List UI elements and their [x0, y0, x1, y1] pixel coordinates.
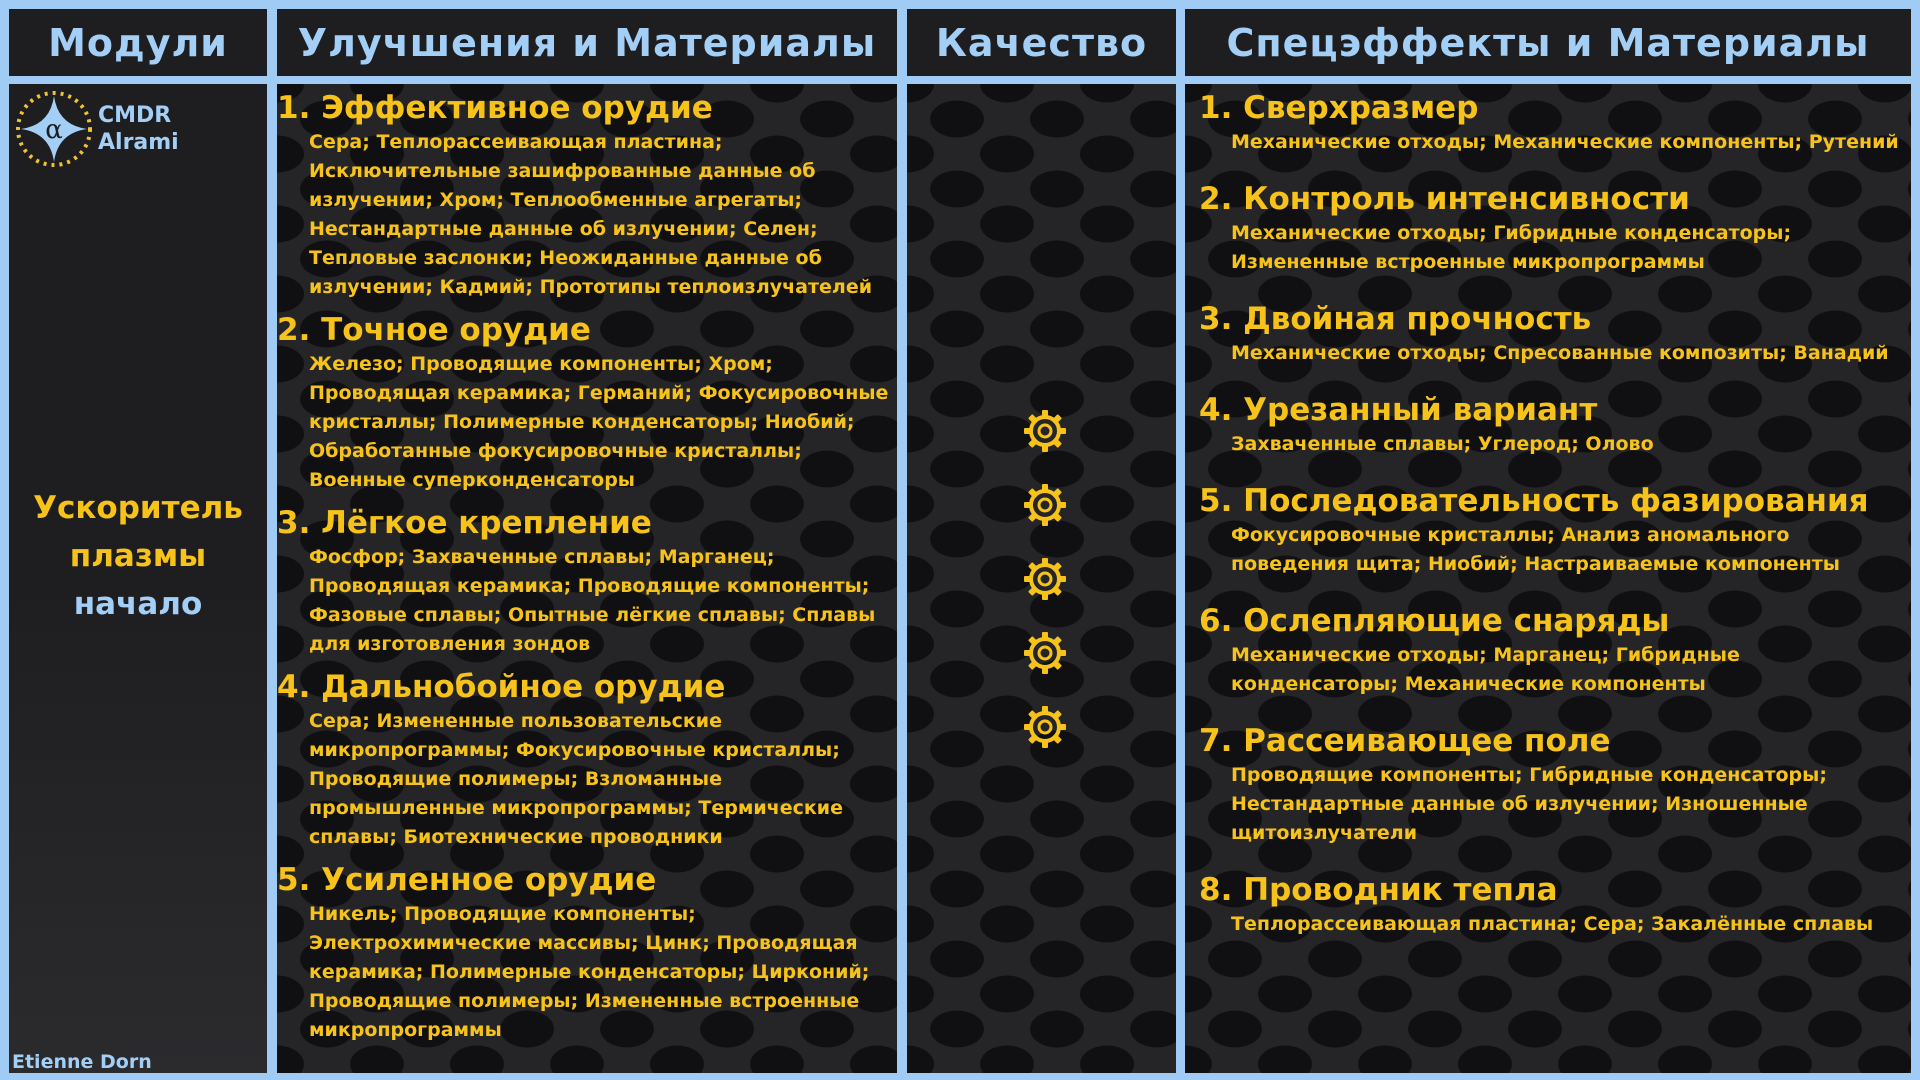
effect-item: 5. Последовательность фазирования Фокусир…: [1185, 481, 1911, 579]
effect-title: 5. Последовательность фазирования: [1199, 483, 1869, 519]
logo-line1: CMDR: [98, 103, 172, 128]
upgrade-item: 5. Усиленное орудие Никель; Проводящие ко…: [277, 860, 897, 1045]
logo-line2: Alrami: [98, 130, 179, 155]
effect-materials: Теплорассеивающая пластина; Сера; Закалё…: [1231, 913, 1874, 935]
module-name-line1: Ускоритель: [33, 490, 243, 526]
gear-icon: [1022, 556, 1068, 602]
upgrade-item: 2. Точное орудие Железо; Проводящие компо…: [277, 310, 897, 495]
modules-column: α CMDR Alrami Ускоритель плазмы начало E…: [9, 84, 267, 1073]
effect-materials: Фокусировочные кристаллы; Анализ аномаль…: [1231, 524, 1840, 575]
module-name-line2: плазмы: [69, 538, 207, 574]
effect-materials: Захваченные сплавы; Углерод; Олово: [1231, 433, 1654, 455]
module-name: Ускоритель плазмы начало: [9, 484, 267, 628]
gear-icon: [1022, 630, 1068, 676]
gear-icon: [1022, 482, 1068, 528]
gear-icon: [1022, 408, 1068, 454]
gear-icon: [1022, 704, 1068, 750]
effect-title: 3. Двойная прочность: [1199, 301, 1592, 337]
upgrade-title: 5. Усиленное орудие: [277, 862, 657, 898]
upgrade-materials: Железо; Проводящие компоненты; Хром; Про…: [309, 353, 889, 491]
effect-materials: Механические отходы; Спресованные композ…: [1231, 342, 1889, 364]
effect-title: 1. Сверхразмер: [1199, 90, 1479, 126]
effect-materials: Проводящие компоненты; Гибридные конденс…: [1231, 764, 1827, 844]
upgrade-title: 4. Дальнобойное орудие: [277, 669, 726, 705]
header-quality: Качество: [907, 9, 1176, 76]
header-upgrades: Улучшения и Материалы: [277, 9, 897, 76]
upgrades-column: 1. Эффективное орудие Сера; Теплорассеива…: [277, 84, 897, 1073]
effect-materials: Механические отходы; Механические компон…: [1231, 131, 1899, 153]
upgrade-materials: Сера; Теплорассеивающая пластина; Исключ…: [309, 131, 873, 298]
logo-star-icon: α: [16, 91, 92, 167]
logo: α CMDR Alrami: [13, 88, 179, 170]
effect-item: 3. Двойная прочность Механические отходы;…: [1185, 299, 1911, 368]
effect-title: 6. Ослепляющие снаряды: [1199, 603, 1670, 639]
quality-column: [907, 84, 1176, 1073]
effect-item: 4. Урезанный вариант Захваченные сплавы; …: [1185, 390, 1911, 459]
upgrade-item: 3. Лёгкое крепление Фосфор; Захваченные с…: [277, 503, 897, 659]
effect-item: 1. Сверхразмер Механические отходы; Механ…: [1185, 88, 1911, 157]
upgrade-title: 1. Эффективное орудие: [277, 90, 713, 126]
effect-title: 2. Контроль интенсивности: [1199, 181, 1690, 217]
upgrade-item: 4. Дальнобойное орудие Сера; Измененные п…: [277, 667, 897, 852]
module-name-line3: начало: [73, 586, 203, 622]
author: Etienne Dorn: [12, 1051, 152, 1073]
effect-item: 7. Рассеивающее поле Проводящие компонент…: [1185, 721, 1911, 848]
header-effects: Спецэффекты и Материалы: [1185, 9, 1911, 76]
effect-title: 7. Рассеивающее поле: [1199, 723, 1611, 759]
effect-item: 8. Проводник тепла Теплорассеивающая плас…: [1185, 870, 1911, 939]
effect-item: 2. Контроль интенсивности Механические от…: [1185, 179, 1911, 277]
effect-item: 6. Ослепляющие снаряды Механические отход…: [1185, 601, 1911, 699]
effect-title: 8. Проводник тепла: [1199, 872, 1558, 908]
upgrade-title: 3. Лёгкое крепление: [277, 505, 652, 541]
upgrade-materials: Фосфор; Захваченные сплавы; Марганец; Пр…: [309, 546, 876, 655]
svg-text:α: α: [45, 115, 63, 145]
header-modules: Модули: [9, 9, 267, 76]
upgrade-materials: Сера; Измененные пользовательские микроп…: [309, 710, 843, 848]
effect-materials: Механические отходы; Гибридные конденсат…: [1231, 222, 1792, 273]
effect-materials: Механические отходы; Марганец; Гибридные…: [1231, 644, 1740, 695]
effects-column: 1. Сверхразмер Механические отходы; Механ…: [1185, 84, 1911, 1073]
upgrade-title: 2. Точное орудие: [277, 312, 591, 348]
upgrade-item: 1. Эффективное орудие Сера; Теплорассеива…: [277, 88, 897, 302]
effect-title: 4. Урезанный вариант: [1199, 392, 1598, 428]
upgrade-materials: Никель; Проводящие компоненты; Электрохи…: [309, 903, 870, 1041]
